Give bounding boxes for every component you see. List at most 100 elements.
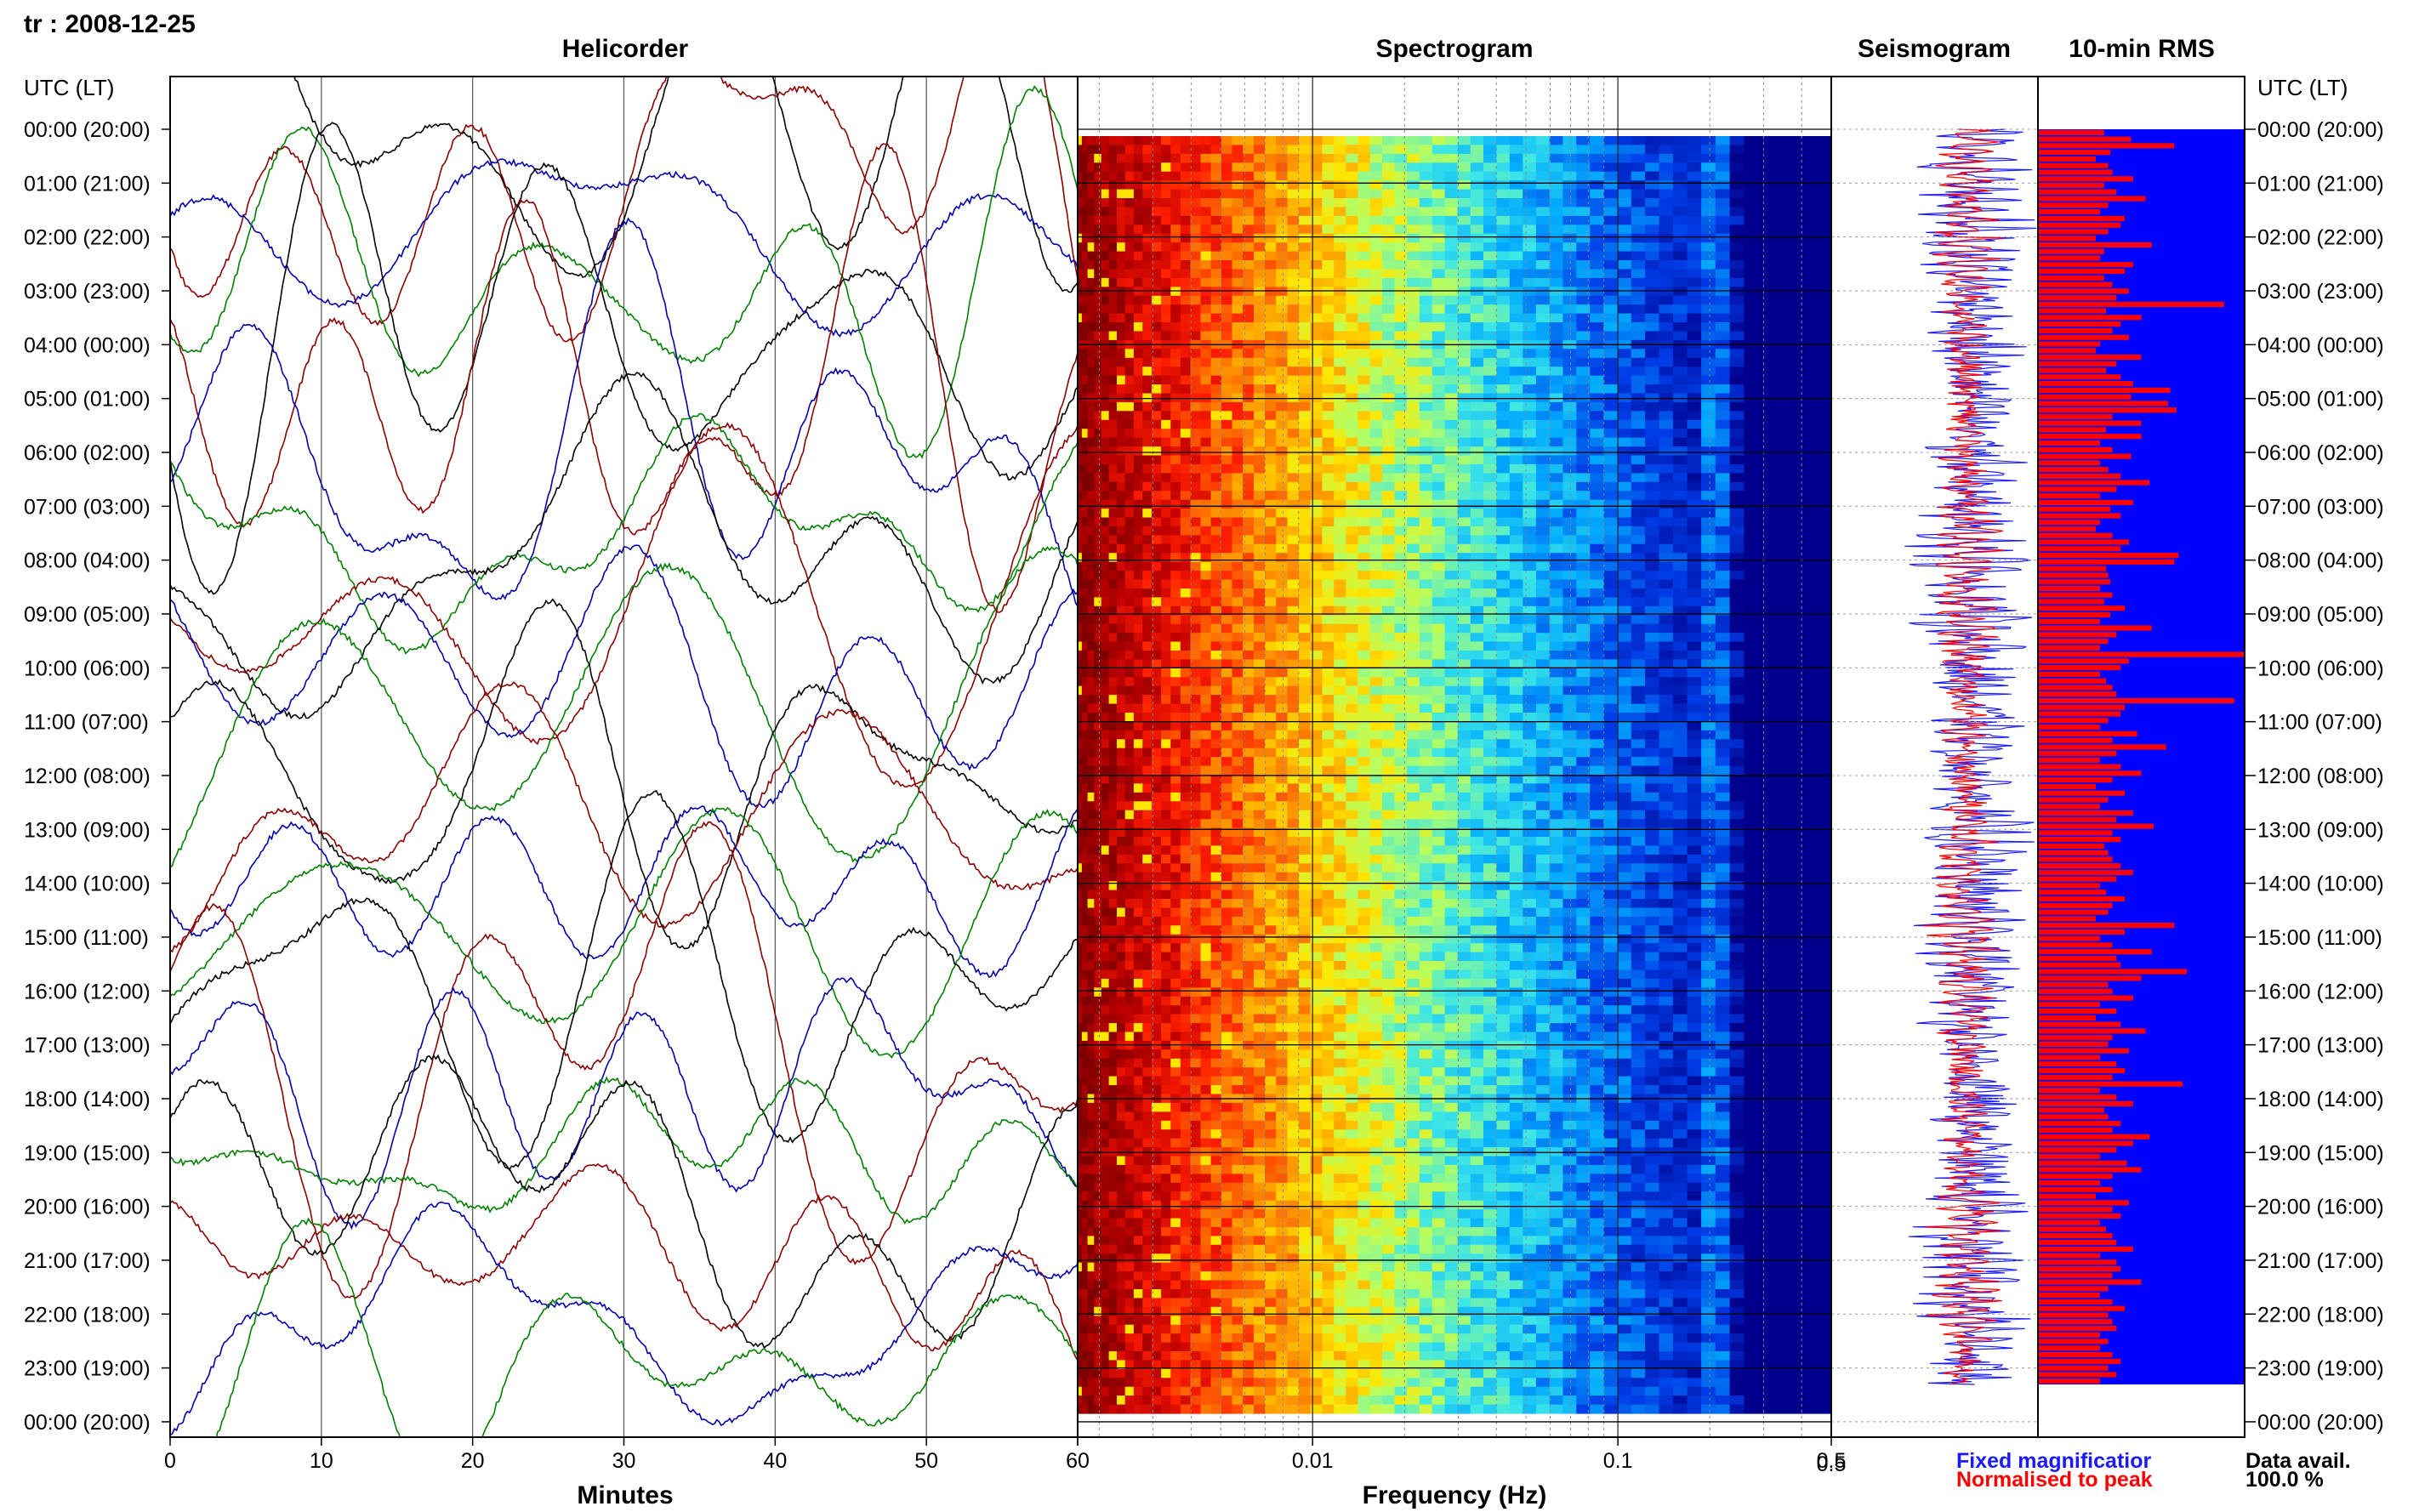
spectrogram-cell: [1631, 384, 1646, 395]
spectrogram-cell: [1687, 509, 1702, 519]
spectrogram-cell: [1407, 775, 1420, 784]
spectrogram-cell: [1190, 367, 1201, 377]
spectrogram-cell: [1509, 695, 1523, 705]
spectrogram-cell: [1773, 579, 1788, 589]
spectrogram-cell: [1419, 543, 1433, 554]
spectrogram-cell: [1078, 384, 1083, 395]
spectrogram-cell: [1221, 517, 1233, 527]
spectrogram-cell: [1773, 721, 1788, 731]
spectrogram-cell: [1117, 819, 1126, 829]
spectrogram-cell: [1672, 473, 1688, 483]
spectrogram-cell: [1101, 357, 1110, 367]
spectrogram-cell: [1659, 739, 1674, 749]
spectrogram-cell: [1549, 677, 1564, 687]
spectrogram-cell: [1101, 543, 1110, 554]
spectrogram-cell: [1087, 623, 1095, 634]
spectrogram-cell: [1101, 260, 1110, 270]
spectrogram-cell: [1535, 517, 1551, 527]
spectrogram-cell: [1243, 437, 1255, 447]
spectrogram-cell: [1094, 499, 1102, 509]
spectrogram-cell: [1357, 668, 1371, 678]
spectrogram-cell: [1190, 269, 1201, 279]
spectrogram-cell: [1672, 739, 1688, 749]
spectrogram-cell: [1382, 713, 1396, 722]
spectrogram-cell: [1523, 313, 1537, 323]
spectrogram-cell: [1232, 277, 1244, 287]
spectrogram-cell: [1431, 331, 1446, 341]
spectrogram-cell: [1161, 463, 1171, 474]
spectrogram-cell: [1346, 269, 1358, 279]
spectrogram-cell: [1617, 526, 1632, 536]
spectrogram-cell: [1124, 349, 1135, 359]
spectrogram-cell: [1133, 615, 1143, 625]
spectrogram-cell: [1369, 659, 1383, 669]
spectrogram-cell: [1200, 481, 1212, 492]
spectrogram-cell: [1457, 677, 1471, 687]
spectrogram-cell: [1190, 313, 1201, 323]
spectrogram-cell: [1078, 455, 1083, 465]
spectrogram-cell: [1346, 668, 1358, 678]
spectrogram-cell: [1087, 304, 1095, 315]
spectrogram-cell: [1232, 633, 1244, 643]
spectrogram-cell: [1687, 322, 1702, 332]
spectrogram-cell: [1276, 322, 1289, 332]
spectrogram-cell: [1101, 304, 1110, 315]
spectrogram-cell: [1382, 367, 1396, 377]
spectrogram-cell: [1758, 322, 1773, 332]
spectrogram-cell: [1549, 162, 1564, 173]
spectrogram-cell: [1419, 517, 1433, 527]
spectrogram-cell: [1603, 553, 1619, 563]
spectrogram-cell: [1210, 605, 1222, 616]
spectrogram-cell: [1744, 322, 1759, 332]
spectrogram-cell: [1101, 633, 1110, 643]
spectrogram-cell: [1816, 295, 1832, 305]
spectrogram-cell: [1631, 242, 1646, 253]
spectrogram-cell: [1549, 775, 1564, 784]
spectrogram-cell: [1787, 287, 1803, 297]
spectrogram-cell: [1407, 535, 1420, 545]
spectrogram-cell: [1310, 553, 1323, 563]
spectrogram-cell: [1210, 792, 1222, 802]
spectrogram-cell: [1758, 703, 1773, 713]
spectrogram-cell: [1142, 517, 1153, 527]
spectrogram-cell: [1117, 588, 1126, 598]
spectrogram-cell: [1576, 437, 1591, 447]
spectrogram-cell: [1094, 695, 1102, 705]
spectrogram-cell: [1299, 703, 1312, 713]
spectrogram-cell: [1457, 322, 1471, 332]
spectrogram-cell: [1715, 685, 1731, 696]
spectrogram-cell: [1190, 162, 1201, 173]
spectrogram-cell: [1509, 543, 1523, 554]
spectrogram-cell: [1221, 225, 1233, 235]
spectrogram-cell: [1672, 463, 1688, 474]
spectrogram-cell: [1744, 153, 1759, 163]
spectrogram-cell: [1729, 136, 1745, 145]
spectrogram-cell: [1170, 384, 1181, 395]
spectrogram-cell: [1407, 304, 1420, 315]
helicorder-trace: [170, 77, 1078, 343]
spectrogram-cell: [1483, 491, 1497, 501]
spectrogram-cell: [1243, 384, 1255, 395]
spectrogram-cell: [1094, 349, 1102, 359]
spectrogram-cell: [1483, 651, 1497, 660]
spectrogram-cell: [1672, 401, 1688, 412]
spectrogram-cell: [1701, 463, 1716, 474]
spectrogram-cell: [1133, 260, 1143, 270]
spectrogram-cell: [1744, 411, 1759, 421]
spectrogram-cell: [1801, 287, 1818, 297]
spectrogram-cell: [1617, 747, 1632, 758]
spectrogram-cell: [1078, 553, 1083, 563]
spectrogram-cell: [1265, 136, 1277, 145]
spectrogram-cell: [1672, 171, 1688, 181]
spectrogram-cell: [1299, 553, 1312, 563]
spectrogram-cell: [1576, 561, 1591, 571]
spectrogram-cell: [1232, 659, 1244, 669]
spectrogram-cell: [1152, 553, 1162, 563]
spectrogram-cell: [1299, 277, 1312, 287]
spectrogram-cell: [1232, 162, 1244, 173]
spectrogram-cell: [1407, 260, 1420, 270]
spectrogram-cell: [1108, 623, 1118, 634]
spectrogram-cell: [1687, 721, 1702, 731]
spectrogram-cell: [1161, 703, 1171, 713]
spectrogram-cell: [1483, 730, 1497, 740]
